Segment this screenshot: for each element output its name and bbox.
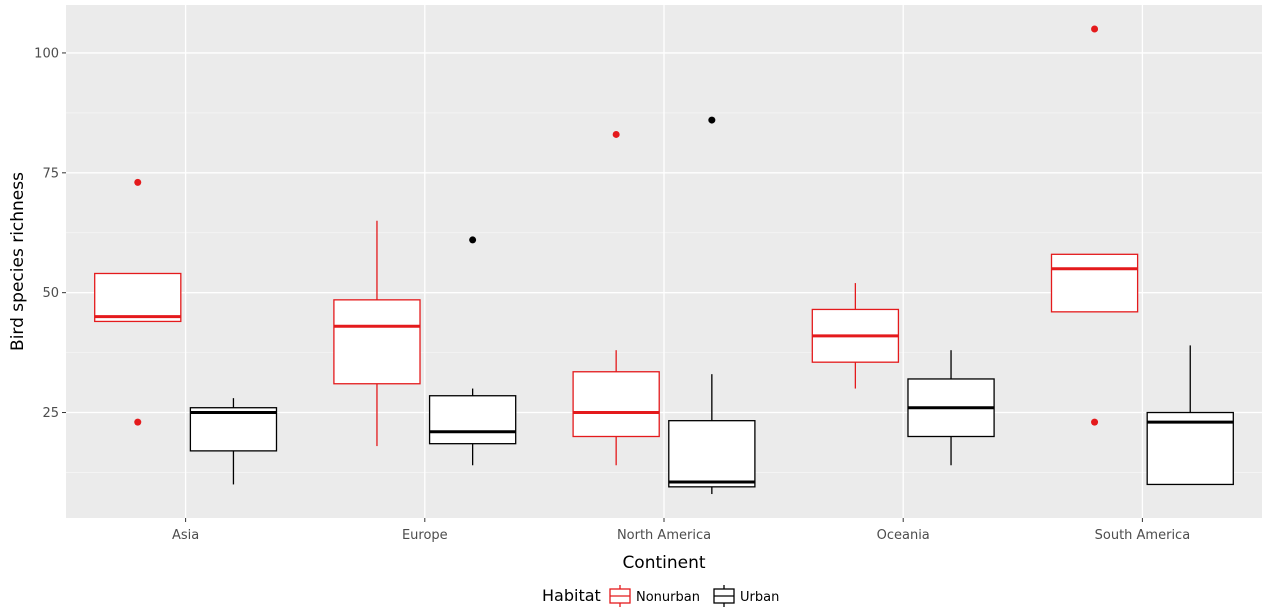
outlier-point bbox=[469, 236, 477, 244]
y-tick-label: 75 bbox=[42, 166, 59, 181]
legend-key-urban bbox=[713, 585, 735, 607]
box-iqr bbox=[94, 272, 182, 323]
outlier-point bbox=[708, 116, 716, 124]
box-nonurban-asia bbox=[94, 178, 182, 426]
series-nonurban bbox=[94, 25, 1139, 466]
box-iqr bbox=[1146, 411, 1234, 486]
box-urban-europe bbox=[428, 236, 517, 466]
box-nonurban-north-america bbox=[572, 130, 660, 466]
box-iqr bbox=[189, 407, 278, 452]
x-tick-label: North America bbox=[617, 528, 711, 543]
box-iqr bbox=[333, 299, 421, 385]
x-tick-label: Europe bbox=[402, 528, 448, 543]
box-iqr bbox=[428, 395, 517, 445]
box-nonurban-oceania bbox=[811, 283, 900, 389]
x-tick-label: Oceania bbox=[877, 528, 930, 543]
box-iqr bbox=[572, 371, 660, 438]
box-nonurban-south-america bbox=[1050, 25, 1139, 426]
x-axis: Asia Europe North America Oceania South Amer… bbox=[172, 518, 1190, 543]
x-axis-title: Continent bbox=[622, 553, 705, 573]
box-iqr bbox=[1050, 253, 1139, 313]
legend-title: Habitat bbox=[542, 586, 601, 605]
box-nonurban-europe bbox=[333, 220, 421, 447]
outlier-point bbox=[612, 130, 620, 138]
legend: Habitat Nonurban Urban bbox=[542, 585, 779, 607]
y-axis-title: Bird species richness bbox=[8, 172, 28, 351]
outlier-point bbox=[134, 178, 142, 186]
y-axis: 25 50 75 100 bbox=[34, 46, 66, 421]
box-urban-south-america bbox=[1146, 345, 1234, 486]
box-urban-asia bbox=[189, 398, 278, 485]
x-tick-label: South America bbox=[1095, 528, 1191, 543]
y-tick-label: 50 bbox=[42, 286, 59, 301]
outlier-point bbox=[1091, 418, 1099, 426]
box-urban-oceania bbox=[907, 350, 995, 466]
legend-label-urban: Urban bbox=[740, 590, 779, 605]
legend-label-nonurban: Nonurban bbox=[636, 590, 700, 605]
series-urban bbox=[189, 116, 1234, 495]
y-tick-label: 100 bbox=[34, 46, 59, 61]
legend-key-nonurban bbox=[609, 585, 631, 607]
x-tick-label: Asia bbox=[172, 528, 199, 543]
box-urban-north-america bbox=[668, 116, 756, 495]
box-series bbox=[94, 25, 1234, 495]
outlier-point bbox=[1091, 25, 1099, 33]
y-tick-label: 25 bbox=[42, 406, 59, 421]
box-iqr bbox=[668, 420, 756, 488]
outlier-point bbox=[134, 418, 142, 426]
